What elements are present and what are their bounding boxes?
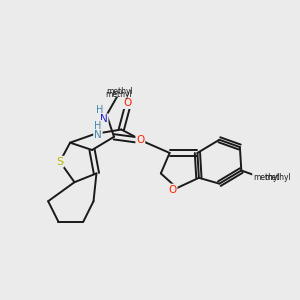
Text: H: H <box>96 106 103 116</box>
Text: O: O <box>136 135 145 145</box>
Text: O: O <box>168 184 177 194</box>
Text: methyl: methyl <box>253 173 280 182</box>
Text: N: N <box>100 114 108 124</box>
Text: O: O <box>123 98 131 108</box>
Text: methyl: methyl <box>105 90 132 99</box>
Text: H: H <box>94 121 102 131</box>
Text: methyl: methyl <box>106 87 133 96</box>
Text: S: S <box>56 157 63 167</box>
Text: methyl: methyl <box>265 173 292 182</box>
Text: N: N <box>94 130 102 140</box>
